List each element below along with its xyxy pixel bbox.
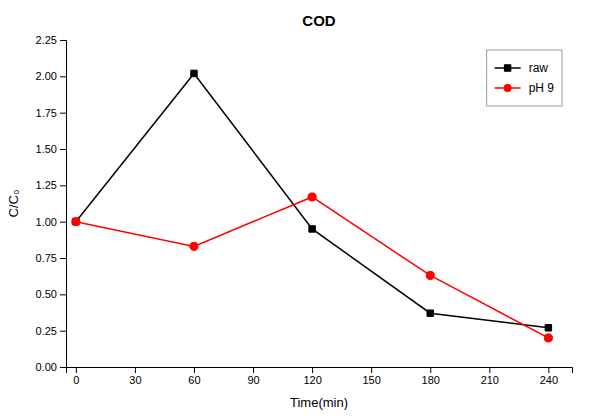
tick: 1.75 (36, 107, 66, 119)
point (191, 70, 197, 76)
tick-mark (312, 367, 313, 373)
tick-label: 0.50 (36, 288, 57, 300)
legend-item: raw (495, 61, 549, 75)
tick-label: 1.50 (36, 143, 57, 155)
tick-mark (60, 113, 66, 114)
point (544, 334, 552, 342)
tick-label: 0.00 (36, 361, 57, 373)
point (309, 226, 315, 232)
tick-label: 0.75 (36, 252, 57, 264)
tick-label: 30 (129, 374, 141, 386)
tick: 30 (129, 367, 141, 386)
line (76, 197, 549, 338)
tick-label: 210 (481, 374, 499, 386)
tick-mark (60, 185, 66, 186)
tick-label: 180 (422, 374, 440, 386)
legend-label: raw (529, 61, 549, 75)
tick: 2.00 (36, 70, 66, 82)
tick-mark (489, 367, 490, 373)
point (545, 325, 551, 331)
axis-line (60, 41, 67, 368)
tick: 0 (73, 367, 79, 386)
tick: 0.50 (36, 288, 66, 300)
chart: 0 30 60 90 120 150 180 210 240 0.00 0.25 0.50 0.75 1.… (0, 0, 596, 419)
tick: 2.25 (36, 34, 66, 46)
tick: 0.00 (36, 361, 66, 373)
y-axis-title: C/C₀ (6, 190, 21, 218)
tick-mark (60, 294, 66, 295)
title: COD (302, 12, 336, 29)
x-axis: 0 30 60 90 120 150 180 210 240 (67, 367, 573, 386)
legend-item: pH 9 (495, 81, 555, 95)
tick-mark (430, 367, 431, 373)
tick-mark (194, 367, 195, 373)
point (427, 310, 433, 316)
tick-mark (548, 367, 549, 373)
tick-label: 1.00 (36, 216, 57, 228)
tick-mark (60, 258, 66, 259)
tick-label: 90 (247, 374, 259, 386)
tick: 1.25 (36, 179, 66, 191)
point (426, 271, 434, 279)
tick-mark (60, 40, 66, 41)
point (72, 218, 80, 226)
tick-label: 240 (540, 374, 558, 386)
tick: 240 (540, 367, 558, 386)
x-axis-title: Time(min) (290, 395, 348, 410)
tick: 180 (422, 367, 440, 386)
point (73, 218, 79, 224)
tick: 0.25 (36, 325, 66, 337)
series (72, 193, 553, 342)
tick-label: 0.25 (36, 325, 57, 337)
tick: 0.75 (36, 252, 66, 264)
tick-mark (60, 222, 66, 223)
legend: raw pH 9 (487, 50, 562, 106)
tick-mark (76, 367, 77, 373)
tick-mark (135, 367, 136, 373)
point (308, 193, 316, 201)
tick-mark (60, 149, 66, 150)
tick: 1.00 (36, 216, 66, 228)
tick-label: 0 (73, 374, 79, 386)
tick-label: 1.75 (36, 107, 57, 119)
tick-mark (60, 331, 66, 332)
tick-label: 60 (188, 374, 200, 386)
tick: 150 (362, 367, 380, 386)
series-group (72, 70, 553, 342)
tick-label: 150 (362, 374, 380, 386)
tick-mark (253, 367, 254, 373)
tick: 1.50 (36, 143, 66, 155)
legend-box (487, 50, 562, 106)
tick: 60 (188, 367, 200, 386)
tick-label: 2.00 (36, 70, 57, 82)
tick: 90 (247, 367, 259, 386)
plot-area: 0 30 60 90 120 150 180 210 240 0.00 0.25 0.50 0.75 1.… (36, 34, 573, 386)
point (190, 242, 198, 250)
line (76, 73, 549, 327)
tick-mark (60, 367, 66, 368)
tick-label: 120 (303, 374, 321, 386)
legend-marker (504, 84, 511, 91)
tick-label: 2.25 (36, 34, 57, 46)
tick-mark (371, 367, 372, 373)
series (73, 70, 552, 331)
tick-label: 1.25 (36, 179, 57, 191)
axis-line (67, 368, 573, 374)
y-axis: 0.00 0.25 0.50 0.75 1.00 1.25 1.50 1.75 2.00 2.25 (36, 34, 67, 373)
tick-mark (60, 76, 66, 77)
legend-marker (504, 65, 510, 71)
tick: 120 (303, 367, 321, 386)
tick: 210 (481, 367, 499, 386)
legend-label: pH 9 (529, 81, 555, 95)
